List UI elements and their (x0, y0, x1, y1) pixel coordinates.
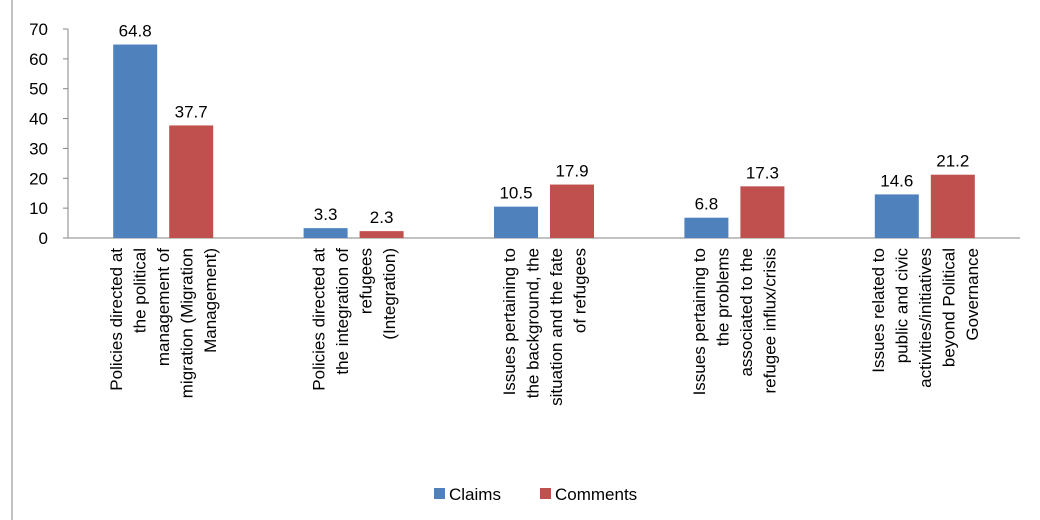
x-tick-label: the integration of (333, 248, 352, 375)
value-label: 37.7 (175, 102, 208, 121)
bar (359, 231, 404, 238)
y-tick-label: 20 (29, 169, 48, 188)
bar (303, 228, 348, 238)
x-tick-label: situation and the fate (547, 248, 566, 406)
value-label: 3.3 (314, 205, 338, 224)
x-tick-label: Management) (201, 248, 220, 353)
value-label: 21.2 (936, 152, 969, 171)
x-tick-label: Governance (963, 248, 982, 341)
x-tick-label: the political (131, 248, 150, 333)
value-label: 10.5 (499, 184, 532, 203)
x-tick-label: refugee influx/crisis (761, 248, 780, 394)
x-tick-label: Issues pertaining to (690, 248, 709, 395)
bar (740, 186, 785, 238)
bar (684, 217, 729, 238)
x-tick-label: (Integration) (380, 248, 399, 340)
bar (550, 184, 594, 238)
y-tick-label: 70 (29, 20, 48, 39)
value-label: 2.3 (370, 208, 394, 227)
bar (874, 194, 919, 238)
x-tick-label: associated to the (737, 248, 756, 377)
legend-swatch (434, 488, 445, 499)
y-tick-label: 30 (29, 139, 48, 158)
x-tick-label: the problems (714, 248, 733, 346)
y-tick-label: 0 (39, 229, 48, 248)
y-tick-label: 60 (29, 50, 48, 69)
bar (494, 206, 538, 238)
bar (930, 174, 975, 238)
x-tick-label: Policies directed at (107, 248, 126, 391)
x-tick-label: public and civic (892, 248, 911, 364)
legend-swatch (540, 488, 551, 499)
bar (169, 125, 214, 238)
value-label: 17.9 (555, 162, 588, 181)
x-tick-label: beyond Political (939, 248, 958, 367)
x-tick-label: Policies directed at (309, 248, 328, 391)
legend-label: Comments (555, 485, 637, 504)
x-tick-label: activities/initiatives (916, 248, 935, 388)
y-tick-label: 40 (29, 110, 48, 129)
value-label: 64.8 (119, 22, 152, 41)
value-label: 6.8 (695, 195, 719, 214)
y-tick-label: 10 (29, 199, 48, 218)
legend-label: Claims (449, 485, 501, 504)
y-tick-label: 50 (29, 80, 48, 99)
x-tick-label: Issues related to (869, 248, 888, 373)
bar (113, 44, 158, 239)
x-tick-label: management of (154, 248, 173, 366)
x-tick-label: migration (Migration (178, 248, 197, 398)
value-label: 14.6 (880, 171, 913, 190)
x-tick-label: Issues pertaining to (500, 248, 519, 395)
value-label: 17.3 (746, 163, 779, 182)
x-tick-label: refugees (356, 248, 375, 314)
x-tick-label: the background, the (523, 248, 542, 398)
x-tick-label: of refugees (570, 248, 589, 333)
